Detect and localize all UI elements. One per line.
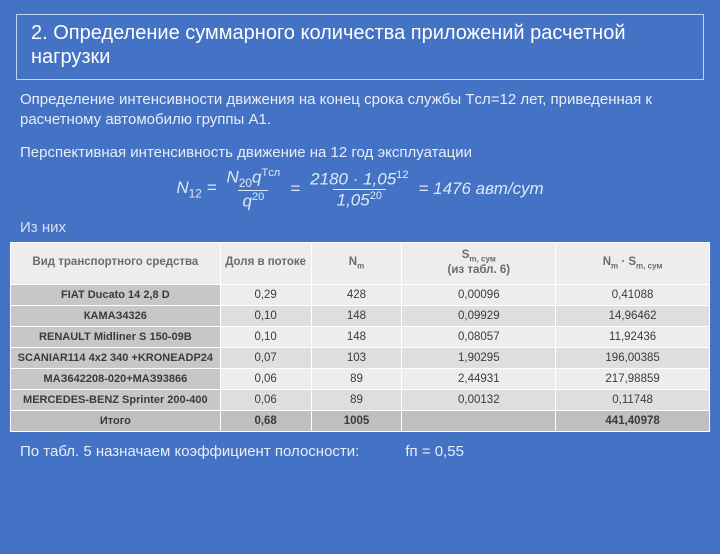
table-cell xyxy=(402,410,556,431)
section-title: 2. Определение суммарного количества при… xyxy=(31,22,626,68)
table-cell: 0,10 xyxy=(220,305,311,326)
table-row: RENAULT Midliner S 150-09B0,101480,08057… xyxy=(11,326,710,347)
table-total-row: Итого0,681005 441,40978 xyxy=(11,410,710,431)
formula-num-right: 2180 · 1,0512 xyxy=(306,169,412,189)
formula-eq1: = xyxy=(290,179,300,199)
vehicle-table-wrap: Вид транспортного средстваДоля в потокеN… xyxy=(10,242,710,432)
formula-den-left: q20 xyxy=(238,190,268,211)
table-cell: 2,44931 xyxy=(402,368,556,389)
table-row: FIAT Ducato 14 2,8 D0,294280,000960,4108… xyxy=(11,284,710,305)
formula-frac-right: 2180 · 1,0512 1,0520 xyxy=(306,169,412,210)
table-row: КАМАЗ43260,101480,0992914,96462 xyxy=(11,305,710,326)
formula-lhs: N12 = xyxy=(176,178,216,200)
formula-rhs: = 1476 авт/сут xyxy=(418,179,543,199)
table-cell: 217,98859 xyxy=(556,368,710,389)
footer-line: По табл. 5 назначаем коэффициент полосно… xyxy=(20,442,700,462)
formula-lhs-sym: N xyxy=(176,178,188,197)
table-row: MERCEDES-BENZ Sprinter 200-4000,06890,00… xyxy=(11,389,710,410)
table-cell: 148 xyxy=(311,305,402,326)
table-cell: 0,07 xyxy=(220,347,311,368)
table-cell: 14,96462 xyxy=(556,305,710,326)
paragraph-1: Определение интенсивности движения на ко… xyxy=(20,90,700,131)
table-cell: 0,10 xyxy=(220,326,311,347)
row-label: RENAULT Midliner S 150-09B xyxy=(11,326,221,347)
table-cell: 89 xyxy=(311,368,402,389)
table-row: МАЗ642208-020+МАЗ938660,06892,44931217,9… xyxy=(11,368,710,389)
section-header: 2. Определение суммарного количества при… xyxy=(16,14,704,80)
table-cell: 0,08057 xyxy=(402,326,556,347)
paragraph-3: Из них xyxy=(20,218,700,238)
footer-coef: fп = 0,55 xyxy=(405,442,464,462)
table-cell: 1005 xyxy=(311,410,402,431)
paragraph-2: Перспективная интенсивность движение на … xyxy=(20,143,700,163)
table-cell: 0,11748 xyxy=(556,389,710,410)
row-label: КАМАЗ4326 xyxy=(11,305,221,326)
table-cell: 103 xyxy=(311,347,402,368)
formula-lhs-sub: 12 xyxy=(189,186,202,200)
table-cell: 0,00096 xyxy=(402,284,556,305)
table-cell: 0,06 xyxy=(220,368,311,389)
table-cell: 89 xyxy=(311,389,402,410)
formula-num-left: N20qTсл xyxy=(223,167,285,191)
row-label: MERCEDES-BENZ Sprinter 200-400 xyxy=(11,389,221,410)
formula-den-right: 1,0520 xyxy=(333,189,386,210)
formula: N12 = N20qTсл q20 = 2180 · 1,0512 1,0520… xyxy=(0,167,720,212)
table-col-header: Nm · Sm, сум xyxy=(556,242,710,284)
table-cell: 11,92436 xyxy=(556,326,710,347)
table-col-header: Sm, сум(из табл. 6) xyxy=(402,242,556,284)
table-cell: 441,40978 xyxy=(556,410,710,431)
table-cell: 0,41088 xyxy=(556,284,710,305)
formula-frac-left: N20qTсл q20 xyxy=(223,167,285,212)
row-label: МАЗ642208-020+МАЗ93866 xyxy=(11,368,221,389)
table-cell: 196,00385 xyxy=(556,347,710,368)
table-row: SCANIAR114 4x2 340 +KRONEADP240,071031,9… xyxy=(11,347,710,368)
table-col-header: Доля в потоке xyxy=(220,242,311,284)
vehicle-table: Вид транспортного средстваДоля в потокеN… xyxy=(10,242,710,432)
table-col-header: Вид транспортного средства xyxy=(11,242,221,284)
table-cell: 0,00132 xyxy=(402,389,556,410)
table-cell: 0,68 xyxy=(220,410,311,431)
table-cell: 428 xyxy=(311,284,402,305)
table-cell: 148 xyxy=(311,326,402,347)
table-cell: 0,29 xyxy=(220,284,311,305)
table-col-header: Nm xyxy=(311,242,402,284)
row-label: SCANIAR114 4x2 340 +KRONEADP24 xyxy=(11,347,221,368)
row-label: FIAT Ducato 14 2,8 D xyxy=(11,284,221,305)
table-body: FIAT Ducato 14 2,8 D0,294280,000960,4108… xyxy=(11,284,710,431)
table-cell: 0,09929 xyxy=(402,305,556,326)
footer-text: По табл. 5 назначаем коэффициент полосно… xyxy=(20,442,359,462)
table-header-row: Вид транспортного средстваДоля в потокеN… xyxy=(11,242,710,284)
table-cell: 0,06 xyxy=(220,389,311,410)
row-label-total: Итого xyxy=(11,410,221,431)
table-cell: 1,90295 xyxy=(402,347,556,368)
